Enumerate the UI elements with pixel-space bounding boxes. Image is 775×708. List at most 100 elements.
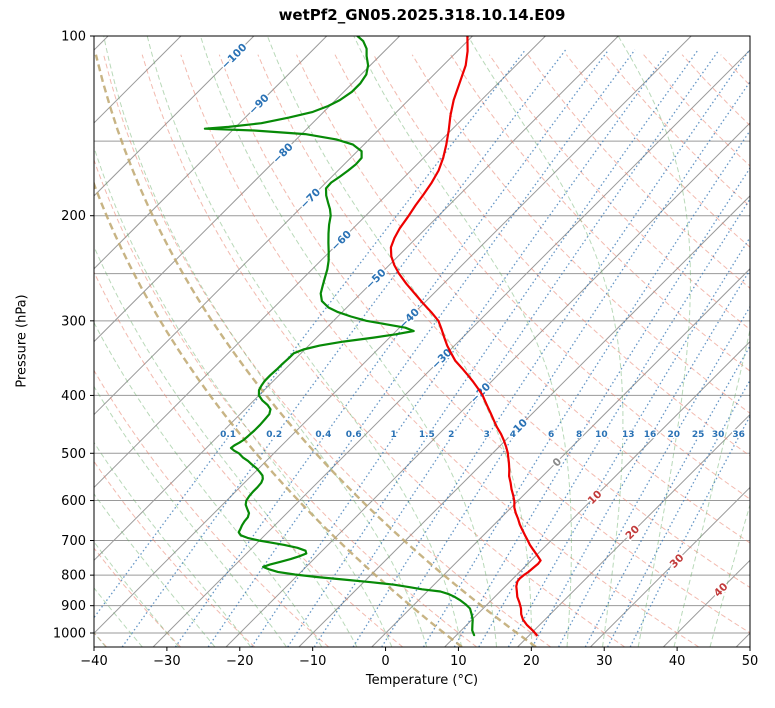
dry-adiabat-line bbox=[94, 369, 330, 647]
isotherm-label: −60 bbox=[329, 228, 354, 253]
tan-adiabat-line bbox=[94, 180, 463, 647]
isotherm-line bbox=[94, 36, 619, 562]
x-tick-label: −20 bbox=[226, 654, 253, 669]
isotherm-line bbox=[298, 195, 750, 647]
mixing-ratio-label: 36 bbox=[732, 430, 745, 440]
isotherm-line bbox=[94, 36, 328, 270]
dry-adiabat-line bbox=[218, 54, 750, 634]
mixing-ratio-line bbox=[558, 305, 750, 647]
moist-adiabat-line bbox=[146, 36, 463, 647]
x-tick-label: −40 bbox=[80, 654, 107, 669]
moist-adiabat-line bbox=[94, 385, 287, 647]
isotherm-label: −10 bbox=[505, 417, 530, 442]
x-tick-label: −10 bbox=[299, 654, 326, 669]
moist-adiabat-line bbox=[617, 36, 692, 647]
dry-adiabat-line bbox=[296, 54, 750, 544]
moist-adiabat-line bbox=[94, 245, 358, 647]
mixing-ratio-line bbox=[381, 80, 750, 647]
mixing-ratio-label: 6 bbox=[548, 430, 554, 440]
dry-adiabat-line bbox=[94, 158, 478, 647]
isotherm-line bbox=[735, 632, 750, 647]
isotherm-label: −50 bbox=[364, 267, 389, 292]
mixing-ratio-label: 25 bbox=[692, 430, 705, 440]
mixing-ratio-label: 0.2 bbox=[266, 430, 282, 440]
mixing-ratio-label: 2 bbox=[448, 430, 454, 440]
isotherm-label: 30 bbox=[668, 552, 687, 571]
moist-adiabat-line bbox=[200, 36, 498, 647]
dry-adiabat-line bbox=[103, 54, 551, 647]
y-tick-label: 100 bbox=[61, 30, 86, 45]
moist-adiabat-line bbox=[266, 36, 533, 647]
isotherm-line bbox=[94, 36, 473, 416]
moist-adiabat-line bbox=[94, 493, 216, 647]
dry-adiabat-line bbox=[643, 54, 750, 167]
y-tick-label: 600 bbox=[61, 494, 86, 509]
mixing-ratio-label: 16 bbox=[644, 430, 657, 440]
dry-adiabat-line bbox=[94, 460, 255, 647]
isotherm-label: −70 bbox=[298, 186, 323, 211]
mixing-ratio-label: 0.6 bbox=[346, 430, 362, 440]
mixing-ratio-label: 0.1 bbox=[220, 430, 236, 440]
x-tick-label: 10 bbox=[450, 654, 467, 669]
isotherm-line bbox=[152, 49, 750, 647]
x-tick-label: 0 bbox=[381, 654, 389, 669]
moist-adiabat-line bbox=[709, 503, 750, 647]
mixing-ratio-line bbox=[478, 197, 750, 647]
x-tick-label: 30 bbox=[596, 654, 613, 669]
y-tick-label: 900 bbox=[61, 599, 86, 614]
mixing-ratio-line bbox=[287, 49, 699, 647]
isotherm-label: 20 bbox=[623, 523, 642, 542]
isotherm-label: 10 bbox=[586, 488, 605, 507]
mixing-ratio-label: 1 bbox=[390, 430, 396, 440]
mixing-ratio-label: 1.5 bbox=[419, 430, 435, 440]
mixing-ratio-label: 10 bbox=[595, 430, 608, 440]
isotherm-line bbox=[94, 36, 692, 634]
mixing-ratio-label: 4 bbox=[510, 430, 516, 440]
temperature-line bbox=[389, 36, 542, 637]
isotherm-line bbox=[444, 340, 750, 647]
dewpoint-line bbox=[203, 36, 476, 637]
mixing-ratio-label: 0.4 bbox=[315, 430, 331, 440]
dry-adiabat-line bbox=[94, 270, 404, 647]
y-tick-label: 700 bbox=[61, 534, 86, 549]
mixing-ratio-label: 30 bbox=[712, 430, 725, 440]
moist-adiabat-line bbox=[103, 36, 428, 647]
mixing-ratio-label: 20 bbox=[668, 430, 681, 440]
chart-title: wetPf2_GN05.2025.318.10.14.E09 bbox=[278, 6, 566, 24]
dry-adiabat-line bbox=[411, 54, 750, 414]
y-axis-label: Pressure (hPa) bbox=[14, 294, 30, 388]
isotherm-line bbox=[517, 413, 750, 647]
mixing-ratio-line bbox=[313, 49, 720, 647]
moist-adiabat-line bbox=[673, 327, 750, 647]
moist-adiabat-line bbox=[94, 321, 323, 647]
x-axis-label: Temperature (°C) bbox=[365, 673, 479, 688]
isotherm-label: 0 bbox=[550, 456, 564, 470]
dry-adiabat-line bbox=[94, 547, 181, 647]
mixing-ratio-line bbox=[352, 49, 750, 647]
mixing-ratio-label: 3 bbox=[484, 430, 490, 440]
mixing-ratio-line bbox=[251, 49, 671, 647]
x-tick-label: −30 bbox=[153, 654, 180, 669]
moist-adiabat-line bbox=[94, 145, 393, 647]
isotherm-label: −80 bbox=[271, 141, 296, 166]
mixing-ratio-line bbox=[629, 414, 750, 647]
isotherm-label: −100 bbox=[219, 41, 249, 71]
mixing-ratio-line bbox=[94, 49, 526, 619]
y-tick-label: 500 bbox=[61, 447, 86, 462]
dry-adiabat-line bbox=[334, 54, 750, 500]
mixing-ratio-line bbox=[174, 49, 610, 647]
isotherm-line bbox=[590, 486, 750, 647]
y-tick-label: 300 bbox=[61, 314, 86, 329]
dry-adiabat-line bbox=[759, 55, 775, 647]
mixing-ratio-line bbox=[207, 49, 636, 647]
dry-adiabat-line bbox=[257, 54, 750, 589]
tan-adiabat-line bbox=[94, 54, 537, 647]
y-tick-label: 1000 bbox=[53, 627, 86, 642]
mixing-ratio-label: 13 bbox=[622, 430, 635, 440]
dry-adiabat-line bbox=[141, 54, 625, 647]
dry-adiabat-line bbox=[180, 54, 700, 647]
x-tick-label: 50 bbox=[742, 654, 759, 669]
mixing-ratio-line bbox=[422, 129, 750, 647]
